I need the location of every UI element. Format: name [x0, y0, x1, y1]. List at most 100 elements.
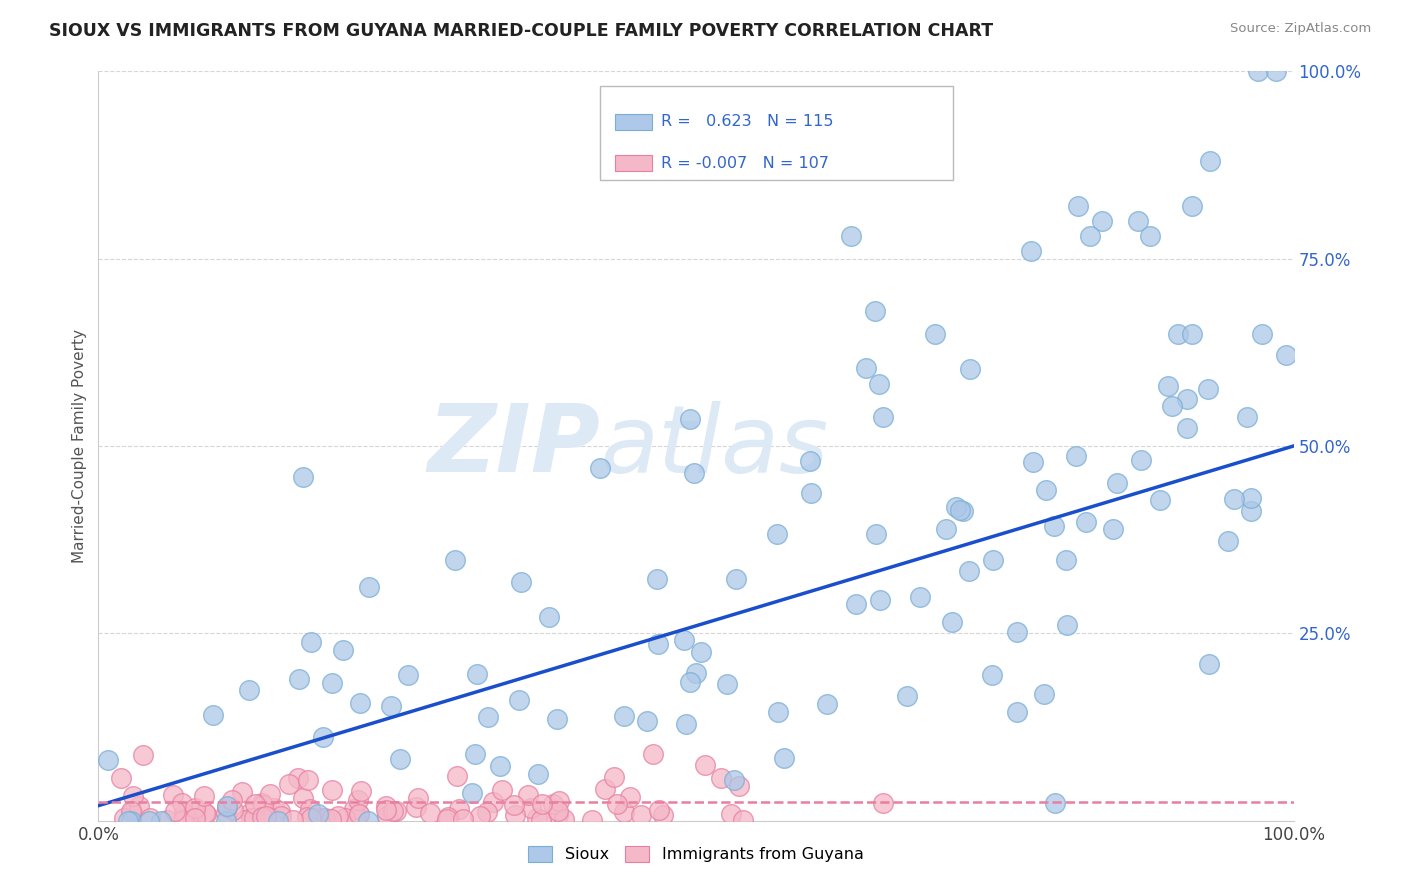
Point: [526, 767, 548, 781]
Point: [436, 813, 458, 827]
Point: [1198, 657, 1220, 671]
Point: [299, 811, 322, 825]
Point: [312, 730, 335, 744]
Point: [1222, 492, 1244, 507]
Point: [245, 797, 267, 811]
Point: [184, 804, 207, 818]
Point: [347, 792, 370, 806]
Point: [193, 789, 215, 804]
Point: [267, 814, 290, 828]
Point: [461, 786, 484, 800]
Point: [233, 814, 256, 828]
Point: [547, 808, 569, 822]
Text: SIOUX VS IMMIGRANTS FROM GUYANA MARRIED-COUPLE FAMILY POVERTY CORRELATION CHART: SIOUX VS IMMIGRANTS FROM GUYANA MARRIED-…: [49, 22, 993, 40]
Point: [1236, 409, 1258, 424]
Point: [470, 809, 492, 823]
Point: [482, 795, 505, 809]
Point: [773, 751, 796, 765]
Point: [156, 813, 179, 827]
Point: [728, 779, 751, 793]
Point: [385, 804, 408, 818]
Point: [375, 798, 398, 813]
Point: [110, 771, 132, 785]
Point: [405, 800, 427, 814]
Point: [382, 805, 405, 819]
Point: [949, 502, 972, 516]
Text: atlas: atlas: [600, 401, 828, 491]
Point: [526, 811, 548, 825]
Point: [254, 809, 277, 823]
Point: [298, 802, 321, 816]
Point: [613, 709, 636, 723]
Point: [1054, 553, 1077, 567]
Point: [260, 811, 283, 825]
Point: [941, 615, 963, 629]
Point: [117, 814, 139, 828]
Point: [581, 814, 603, 828]
Point: [724, 572, 747, 586]
Point: [202, 707, 225, 722]
Point: [343, 802, 366, 816]
Point: [217, 799, 239, 814]
Point: [281, 813, 304, 827]
Point: [357, 814, 380, 828]
Point: [250, 796, 273, 810]
Point: [1022, 454, 1045, 468]
Point: [112, 811, 135, 825]
Point: [1240, 504, 1263, 518]
Point: [672, 633, 695, 648]
Point: [1240, 491, 1263, 506]
Point: [841, 229, 863, 244]
Point: [347, 807, 370, 822]
Point: [172, 796, 194, 810]
Point: [291, 791, 314, 805]
Point: [239, 805, 262, 820]
Point: [1043, 796, 1066, 810]
Point: [1181, 326, 1204, 341]
Point: [344, 808, 367, 822]
Point: [128, 798, 150, 813]
Point: [983, 553, 1005, 567]
Point: [695, 758, 717, 772]
Point: [865, 304, 887, 318]
Point: [645, 572, 668, 586]
Point: [1128, 214, 1150, 228]
Point: [149, 814, 172, 828]
Point: [799, 454, 821, 468]
Point: [321, 676, 343, 690]
Point: [503, 797, 526, 812]
Point: [465, 666, 488, 681]
Point: [541, 797, 564, 812]
Point: [720, 806, 742, 821]
Point: [231, 784, 253, 798]
Point: [1101, 522, 1123, 536]
Point: [181, 811, 204, 825]
Point: [1035, 483, 1057, 497]
Point: [297, 772, 319, 787]
Point: [865, 526, 887, 541]
Point: [277, 777, 299, 791]
Point: [375, 803, 398, 817]
Point: [710, 771, 733, 785]
Point: [1005, 706, 1028, 720]
Point: [510, 574, 533, 589]
Point: [800, 486, 823, 500]
Point: [173, 805, 195, 820]
Point: [240, 811, 263, 825]
Point: [121, 805, 143, 820]
Point: [553, 812, 575, 826]
Point: [603, 770, 626, 784]
Point: [120, 814, 142, 828]
Point: [1175, 421, 1198, 435]
Point: [349, 696, 371, 710]
Bar: [614, 113, 651, 130]
Point: [194, 807, 217, 822]
Point: [451, 812, 474, 826]
Point: [291, 469, 314, 483]
Point: [1167, 326, 1189, 341]
Point: [344, 811, 367, 825]
Point: [547, 804, 569, 818]
Point: [619, 789, 641, 804]
Point: [270, 809, 292, 823]
Point: [1091, 214, 1114, 228]
